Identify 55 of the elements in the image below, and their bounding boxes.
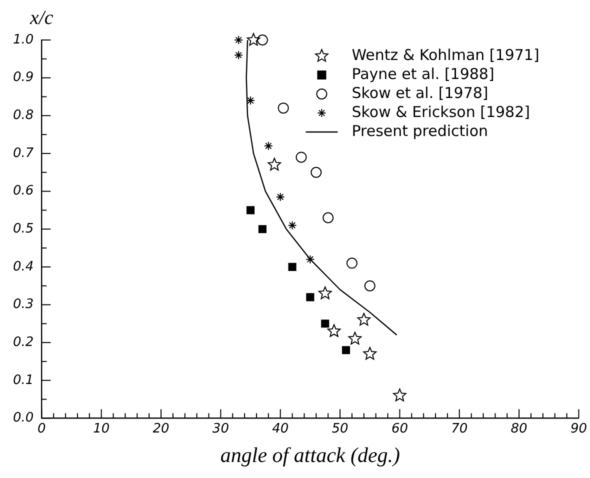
point (348, 332, 362, 345)
legend-label: Skow & Erickson [1982] (352, 102, 530, 121)
point (256, 34, 268, 46)
point (268, 158, 282, 171)
y-tick-label: 0.9 (12, 70, 34, 86)
point (276, 192, 285, 202)
point (322, 212, 334, 224)
x-tick-label: 20 (152, 421, 170, 436)
point (246, 206, 255, 214)
point (364, 280, 376, 292)
point (318, 286, 332, 300)
y-tick-label: 0.3 (12, 297, 34, 312)
x-tick-label: 60 (391, 421, 408, 436)
legend-label: Skow et al. [1978] (352, 84, 488, 102)
x-tick-label: 70 (451, 421, 468, 436)
point (310, 166, 322, 178)
point (306, 254, 315, 264)
point (321, 320, 330, 328)
x-tick-label: 50 (332, 421, 348, 436)
point (234, 36, 244, 44)
x-tick-label: 0 (38, 421, 46, 436)
point (296, 152, 307, 163)
point (278, 102, 289, 114)
y-tick-label: 1.0 (12, 32, 34, 48)
legend-label: Wentz & Kohlman [1971] (352, 46, 540, 64)
point (288, 220, 297, 230)
point (258, 225, 266, 234)
x-tick-label: 10 (93, 421, 110, 436)
legend-label: Present prediction (352, 122, 488, 140)
y-tick-label: 0.6 (12, 184, 34, 199)
legend-label: Payne et al. [1988] (352, 64, 494, 83)
point (327, 324, 341, 337)
point (393, 388, 406, 402)
y-tick-label: 0.2 (12, 334, 34, 350)
y-tick-label: 0.0 (12, 410, 34, 426)
y-tick-label: 0.5 (12, 221, 34, 236)
point (357, 312, 371, 326)
y-axis-title: x/c (29, 7, 54, 29)
y-tick-label: 0.8 (12, 108, 34, 124)
x-tick-label: 30 (212, 421, 229, 436)
point (342, 346, 350, 354)
x-axis-title: angle of attack (deg.) (220, 442, 400, 467)
point (346, 258, 358, 269)
point (234, 50, 244, 60)
point (363, 346, 377, 360)
y-tick-label: 0.1 (12, 372, 34, 388)
point (288, 262, 296, 271)
x-tick-label: 40 (272, 421, 289, 436)
y-tick-label: 0.7 (12, 146, 34, 161)
y-tick-label: 0.4 (12, 259, 34, 274)
x-tick-label: 90 (570, 421, 587, 436)
point (306, 293, 314, 302)
point (246, 33, 260, 46)
point (264, 141, 273, 150)
x-tick-label: 80 (510, 421, 528, 436)
